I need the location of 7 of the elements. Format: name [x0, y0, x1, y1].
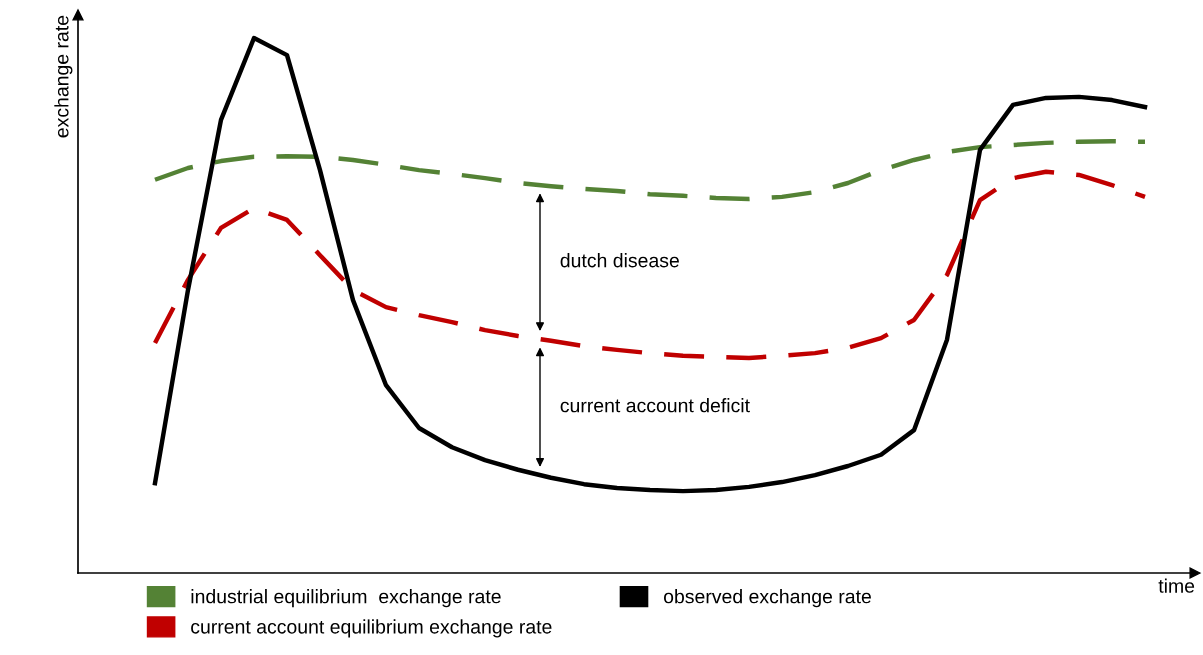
legend-label: industrial equilibrium exchange rate: [191, 589, 501, 608]
legend-label: observed exchange rate: [663, 589, 871, 608]
x-axis-title: time: [1158, 578, 1195, 593]
annotation: current account deficit: [560, 398, 750, 413]
annotation: dutch disease: [560, 253, 679, 268]
legend-label: current account equilibrium exchange rate: [191, 619, 552, 638]
y-axis-title: exchange rate: [54, 15, 73, 138]
